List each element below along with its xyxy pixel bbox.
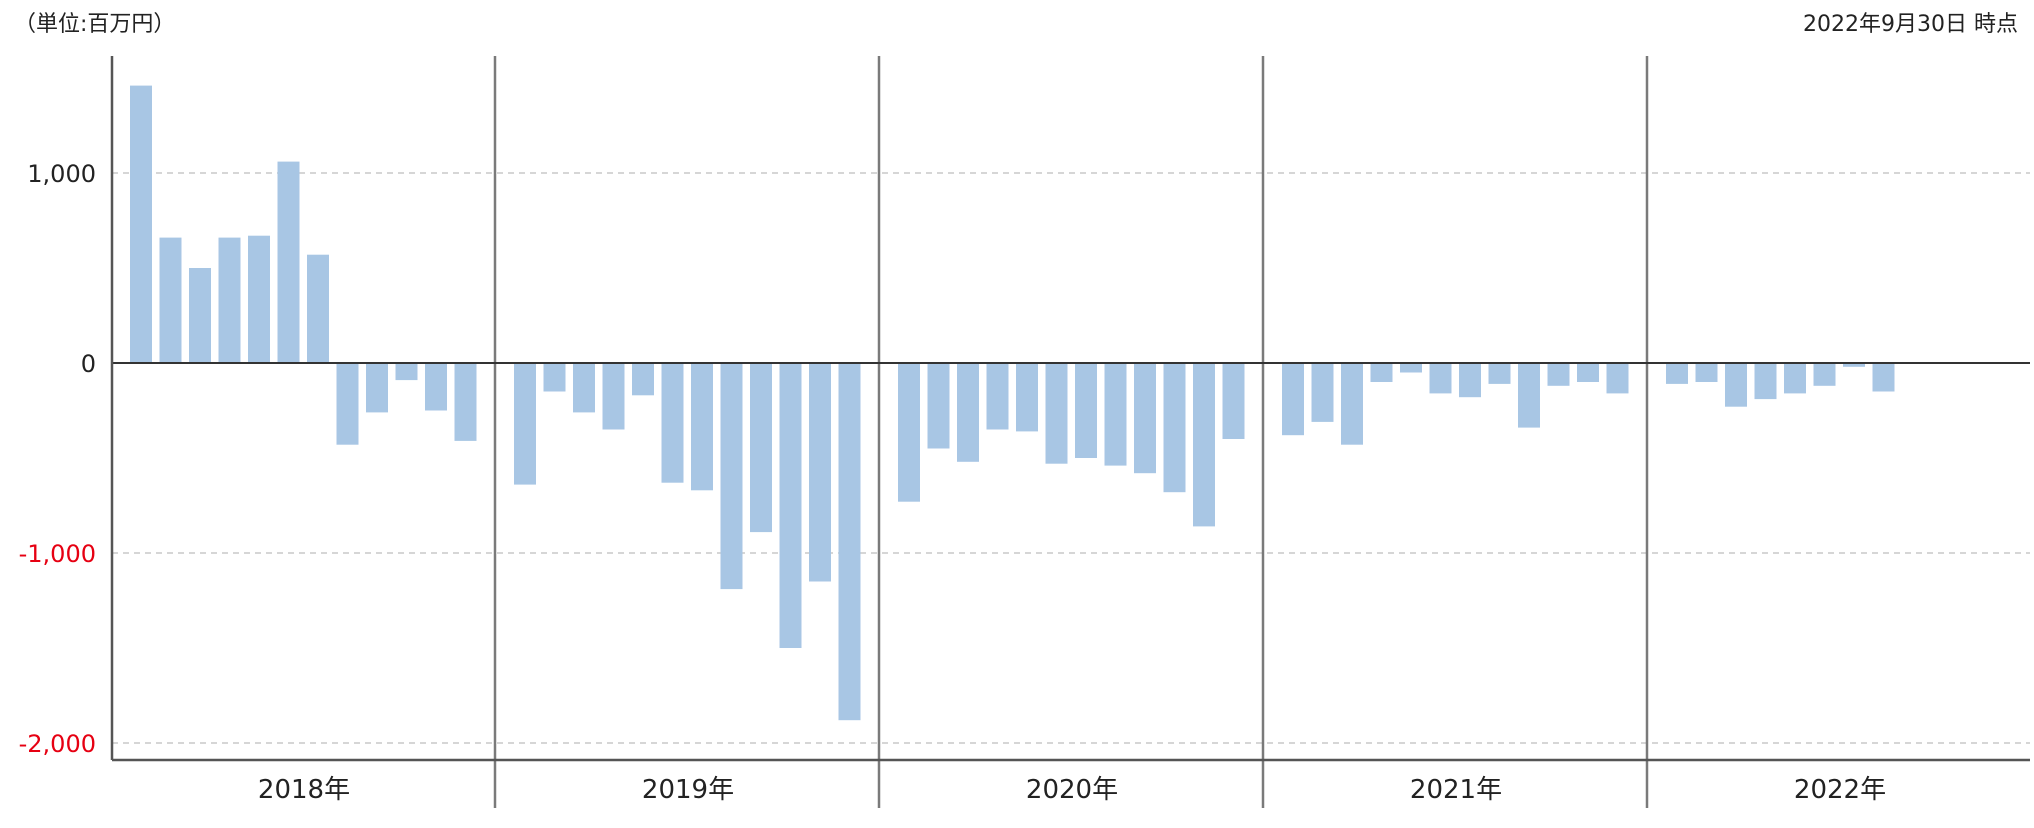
bar — [750, 363, 772, 533]
bar — [1695, 363, 1718, 382]
bar — [1459, 363, 1481, 398]
as-of-date-label: 2022年9月30日 時点 — [1803, 12, 2018, 37]
x-tick-label: 2019年 — [642, 775, 734, 805]
bar — [1341, 363, 1363, 445]
bar — [927, 363, 950, 449]
bar — [779, 363, 802, 648]
unit-label: （単位:百万円） — [14, 12, 176, 37]
bar — [661, 363, 684, 483]
bar — [1666, 363, 1688, 384]
y-tick-label: -2,000 — [19, 730, 96, 758]
bar — [1754, 363, 1777, 400]
bar — [1429, 363, 1452, 394]
bar — [366, 363, 388, 413]
bar — [1606, 363, 1629, 394]
y-tick-label: 1,000 — [27, 160, 96, 188]
bar — [189, 268, 211, 363]
x-tick-label: 2022年 — [1794, 775, 1886, 805]
bar — [159, 237, 182, 363]
bar — [1104, 363, 1127, 466]
bar — [1577, 363, 1599, 382]
x-tick-label: 2018年 — [258, 775, 350, 805]
bar — [1784, 363, 1806, 394]
bar — [602, 363, 625, 430]
bar — [1547, 363, 1570, 386]
bar — [1843, 363, 1865, 367]
y-tick-label: 0 — [81, 350, 96, 378]
bar — [514, 363, 536, 485]
bar — [1282, 363, 1304, 436]
bar — [1872, 363, 1895, 392]
bar — [838, 363, 861, 721]
bar — [957, 363, 979, 462]
bar — [1518, 363, 1540, 428]
x-tick-label: 2020年 — [1026, 775, 1118, 805]
bar — [1016, 363, 1038, 432]
bar — [1075, 363, 1097, 458]
bar — [1222, 363, 1245, 439]
bar — [1488, 363, 1511, 384]
bar — [1813, 363, 1836, 386]
bar — [248, 235, 270, 363]
bar — [425, 363, 447, 411]
bar — [632, 363, 654, 396]
bar — [336, 363, 359, 445]
bar — [986, 363, 1009, 430]
bar — [1400, 363, 1422, 373]
bar — [1163, 363, 1186, 493]
bar — [395, 363, 418, 381]
bar — [1193, 363, 1215, 527]
bar — [1370, 363, 1393, 382]
bar — [1725, 363, 1747, 407]
bar — [218, 237, 241, 363]
bar — [573, 363, 595, 413]
x-tick-label: 2021年 — [1410, 775, 1502, 805]
bar — [543, 363, 566, 392]
y-tick-label: -1,000 — [19, 540, 96, 568]
bar — [1134, 363, 1156, 474]
bar — [307, 254, 329, 363]
bar — [1045, 363, 1068, 464]
bar — [454, 363, 477, 441]
bar — [898, 363, 920, 502]
bar — [277, 161, 300, 363]
bar — [691, 363, 713, 491]
bar — [1311, 363, 1334, 422]
bar — [720, 363, 743, 590]
bar — [809, 363, 831, 582]
bar — [130, 85, 152, 363]
